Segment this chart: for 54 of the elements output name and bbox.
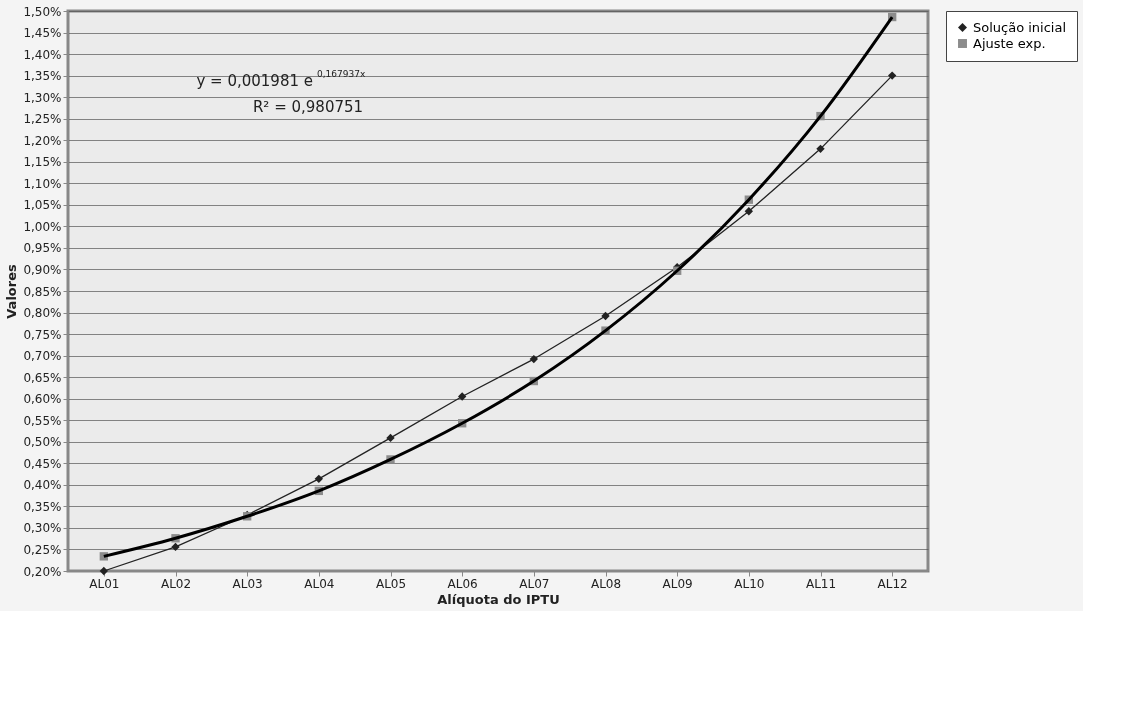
point: [314, 474, 324, 483]
y-tick-label: 0,35%: [23, 499, 62, 514]
y-tick-label: 0,20%: [23, 564, 62, 579]
point: [601, 311, 610, 321]
y-tick-label: 0,40%: [23, 478, 62, 493]
x-tick-label: AL02: [160, 576, 192, 591]
y-tick-label: 1,20%: [23, 133, 62, 148]
x-tick-label: AL01: [89, 576, 120, 591]
annotation: R² = 0,980751: [252, 98, 364, 116]
point: [887, 71, 897, 80]
y-tick-label: 0,95%: [23, 241, 62, 256]
point: [744, 207, 754, 216]
point: [529, 354, 539, 364]
x-tick-label: AL07: [519, 576, 550, 591]
x-tick-label: AL11: [805, 576, 837, 591]
x-axis-title: Alíquota do IPTU: [437, 591, 560, 607]
y-tick-label: 0,45%: [23, 456, 62, 471]
point: [816, 144, 825, 154]
y-tick-label: 0,80%: [23, 306, 62, 321]
x-tick-label: AL10: [734, 576, 765, 591]
x-tick-label: AL03: [232, 576, 263, 591]
x-tick-label: AL12: [877, 576, 908, 591]
y-tick-label: 1,00%: [23, 219, 62, 234]
point: [99, 566, 109, 576]
y-tick-label: 1,50%: [23, 4, 62, 19]
y-tick-label: 0,25%: [23, 542, 62, 557]
y-tick-label: 1,25%: [23, 112, 62, 127]
y-tick-label: 1,35%: [23, 69, 62, 84]
y-tick-label: 0,90%: [23, 262, 62, 277]
point: [457, 392, 467, 401]
y-tick-label: 0,70%: [23, 349, 62, 364]
x-tick-label: AL05: [375, 576, 407, 591]
legend-label: Ajuste exp.: [973, 35, 1046, 51]
y-tick-label: 0,65%: [23, 370, 62, 385]
y-tick-label: 0,85%: [23, 284, 62, 299]
y-tick-label: 1,45%: [23, 26, 62, 41]
y-tick-label: 1,40%: [23, 47, 62, 62]
x-tick-label: AL06: [447, 576, 478, 591]
y-tick-label: 1,10%: [23, 176, 62, 191]
y-tick-label: 0,30%: [23, 521, 62, 536]
y-tick-label: 1,30%: [23, 90, 62, 105]
legend-label: Solução inicial: [973, 19, 1067, 35]
y-tick-label: 0,75%: [23, 327, 62, 342]
x-tick-label: AL09: [662, 576, 693, 591]
y-tick-label: 0,55%: [23, 413, 62, 428]
point: [171, 542, 180, 552]
y-axis-title: Valores: [4, 264, 20, 319]
y-tick-label: 1,05%: [23, 198, 62, 213]
y-tick-label: 0,50%: [23, 435, 62, 450]
x-tick-label: AL04: [304, 576, 335, 591]
x-tick-label: AL08: [590, 576, 622, 591]
y-tick-label: 0,60%: [23, 392, 62, 407]
point: [386, 433, 395, 443]
y-tick-label: 1,15%: [23, 155, 62, 170]
